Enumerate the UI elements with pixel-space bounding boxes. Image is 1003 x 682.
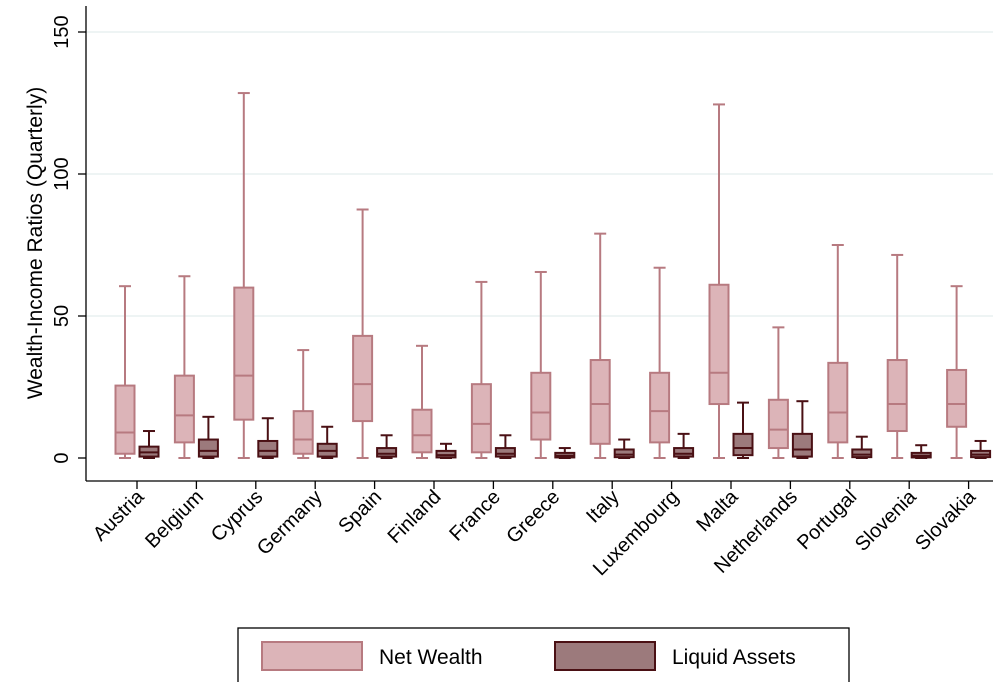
x-tick-label: Italy: [582, 486, 623, 527]
box-liquid-assets: [851, 435, 873, 459]
y-tick-label: 50: [51, 305, 73, 327]
box-net-wealth: [589, 232, 611, 459]
iqr-box: [114, 384, 136, 455]
box-net-wealth: [827, 244, 849, 459]
box-liquid-assets: [435, 442, 457, 459]
x-tick-label: Malta: [692, 485, 743, 536]
box-net-wealth: [708, 103, 730, 459]
grid-layer: [86, 31, 993, 317]
y-axis-title: Wealth-Income Ratios (Quarterly): [24, 87, 47, 399]
box-liquid-assets: [613, 438, 635, 459]
x-tick-label: Spain: [334, 486, 386, 538]
box-net-wealth: [530, 270, 552, 459]
x-tick-label: Cyprus: [207, 486, 267, 546]
legend: Net Wealth Liquid Assets: [237, 627, 850, 682]
iqr-box: [767, 398, 789, 450]
iqr-box: [708, 283, 730, 406]
x-tick-label: Slovenia: [851, 485, 921, 555]
box-liquid-assets: [791, 400, 813, 459]
iqr-box: [613, 448, 635, 459]
axis-layer: Wealth-Income Ratios (Quarterly): [24, 6, 993, 482]
x-tick-label: Slovakia: [911, 485, 981, 555]
box-liquid-assets: [673, 432, 695, 459]
box-liquid-assets: [138, 430, 160, 459]
iqr-box: [411, 408, 433, 454]
box-net-wealth: [352, 208, 374, 459]
y-tick-label: 100: [51, 157, 73, 190]
x-tick-label: Germany: [253, 486, 327, 560]
iqr-box: [851, 448, 873, 459]
box-net-wealth: [233, 92, 255, 459]
x-tick-label: Finland: [384, 486, 446, 548]
iqr-box: [530, 371, 552, 441]
iqr-box: [197, 438, 219, 458]
iqr-box: [886, 359, 908, 433]
legend-label-net-wealth: Net Wealth: [379, 646, 483, 669]
box-liquid-assets: [197, 415, 219, 459]
box-net-wealth: [114, 285, 136, 459]
iqr-box: [233, 286, 255, 421]
box-net-wealth: [411, 344, 433, 459]
box-net-wealth: [649, 266, 671, 459]
box-liquid-assets: [316, 425, 338, 459]
x-tick-label: Portugal: [793, 486, 861, 554]
box-net-wealth: [946, 285, 968, 459]
iqr-box: [827, 361, 849, 444]
y-tick-layer: 0 50 100 150: [51, 15, 86, 464]
box-net-wealth: [470, 280, 492, 459]
iqr-box: [673, 447, 695, 458]
box-liquid-assets: [257, 417, 279, 459]
iqr-box: [292, 410, 314, 455]
iqr-box: [352, 334, 374, 423]
box-net-wealth: [886, 253, 908, 459]
x-tick-label: France: [445, 486, 505, 546]
legend-label-liquid-assets: Liquid Assets: [672, 646, 796, 669]
box-liquid-assets: [970, 439, 992, 459]
iqr-box: [470, 383, 492, 454]
box-net-wealth: [767, 326, 789, 459]
iqr-box: [173, 374, 195, 444]
legend-swatch-net-wealth: [261, 641, 363, 671]
box-net-wealth: [173, 275, 195, 459]
x-tick-label: Belgium: [141, 486, 208, 553]
box-liquid-assets: [494, 434, 516, 459]
x-tick-label: Greece: [502, 486, 564, 548]
box-liquid-assets: [910, 444, 932, 459]
x-tick-label: Austria: [89, 485, 149, 545]
box-liquid-assets: [732, 401, 754, 459]
box-net-wealth: [292, 349, 314, 459]
box-layer: [114, 92, 992, 459]
iqr-box: [257, 439, 279, 458]
iqr-box: [494, 447, 516, 458]
iqr-box: [791, 432, 813, 458]
legend-swatch-liquid-assets: [554, 641, 656, 671]
y-tick-label: 0: [51, 452, 73, 463]
iqr-box: [589, 359, 611, 445]
iqr-box: [649, 371, 671, 444]
iqr-box: [376, 447, 398, 458]
y-tick-label: 150: [51, 15, 73, 48]
iqr-box: [732, 432, 754, 457]
box-liquid-assets: [554, 447, 576, 459]
iqr-box: [946, 368, 968, 428]
box-liquid-assets: [376, 434, 398, 459]
